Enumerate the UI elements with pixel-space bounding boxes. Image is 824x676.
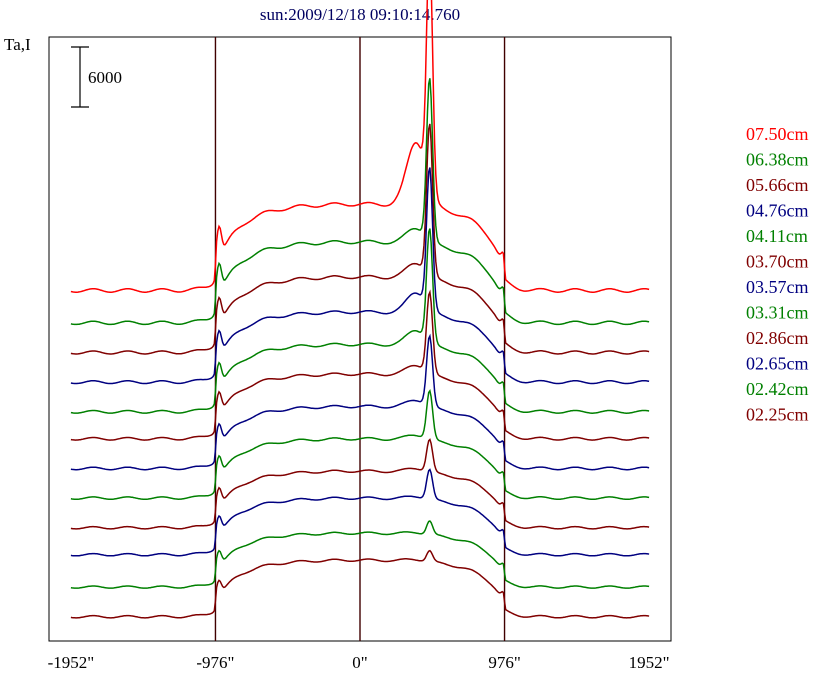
x-tick-label: -976": [196, 653, 234, 672]
legend-entry: 03.70cm: [746, 252, 809, 272]
series-line: [70, 289, 650, 441]
y-axis-label: Ta,I: [4, 35, 31, 54]
series-line: [70, 123, 650, 355]
series-line: [70, 438, 650, 530]
series-line: [70, 468, 650, 557]
legend-entry: 03.57cm: [746, 277, 809, 297]
series-line: [70, 520, 650, 589]
limb-markers: [214, 37, 506, 641]
scale-bar: 6000: [71, 46, 122, 108]
legend-entry: 06.38cm: [746, 150, 809, 170]
x-tick-labels: -1952" -976" 0" 976" 1952": [48, 653, 670, 672]
legend-entry: 02.86cm: [746, 328, 809, 348]
series-line: [70, 228, 650, 414]
legend-entry: 03.31cm: [746, 303, 809, 323]
series-line: [70, 549, 650, 619]
scale-bar-label: 6000: [88, 68, 122, 87]
series-line: [70, 0, 650, 293]
legend-entry: 02.42cm: [746, 379, 809, 399]
legend: 07.50cm 06.38cm 05.66cm 04.76cm 04.11cm 03.70…: [746, 124, 809, 425]
legend-entry: 04.76cm: [746, 201, 809, 221]
legend-entry: 02.65cm: [746, 354, 809, 374]
series-line: [70, 78, 650, 326]
x-tick-label: 976": [488, 653, 520, 672]
chart-title: sun:2009/12/18 09:10:14.760: [260, 5, 460, 24]
legend-entry: 07.50cm: [746, 124, 809, 144]
series-lines: [70, 0, 650, 619]
legend-entry: 05.66cm: [746, 175, 809, 195]
legend-entry: 02.25cm: [746, 405, 809, 425]
x-tick-label: 1952": [629, 653, 670, 672]
x-tick-label: 0": [352, 653, 367, 672]
series-line: [70, 167, 650, 385]
series-line: [70, 388, 650, 501]
x-tick-label: -1952": [48, 653, 95, 672]
legend-entry: 04.11cm: [746, 226, 808, 246]
series-line: [70, 333, 650, 471]
